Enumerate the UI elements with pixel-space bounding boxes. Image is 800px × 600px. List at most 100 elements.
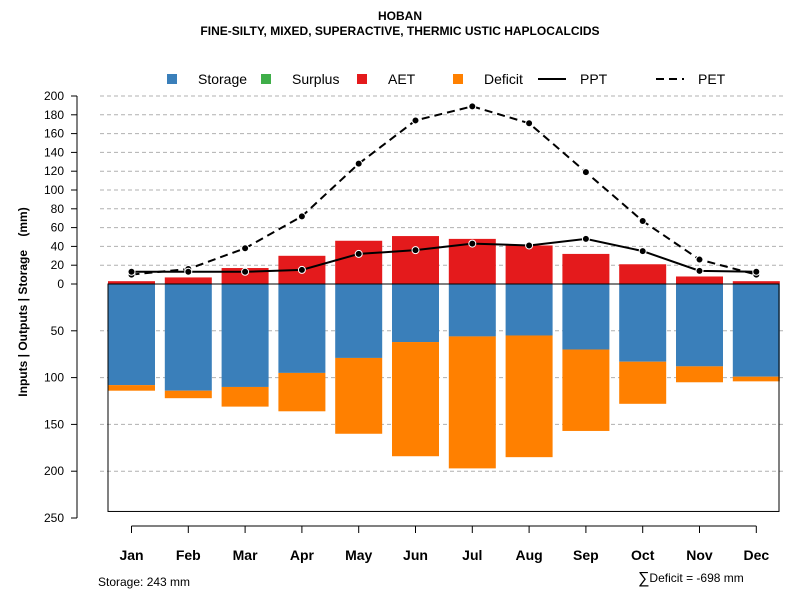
deficit-total: Deficit = -698 mm: [649, 571, 744, 585]
storage-bar: [448, 284, 496, 337]
storage-bar: [164, 284, 212, 391]
y-tick-label: 100: [44, 371, 64, 385]
chart-title: HOBAN: [378, 9, 422, 23]
y-tick-label: 180: [44, 108, 64, 122]
legend-label-surplus: Surplus: [292, 71, 339, 87]
storage-bar: [676, 284, 723, 367]
deficit-bar: [278, 372, 326, 412]
pet-point: [241, 244, 250, 253]
y-tick-label: 100: [44, 183, 64, 197]
deficit-note: ∑Deficit = -698 mm: [638, 570, 744, 588]
ppt-point: [354, 249, 363, 258]
deficit-bar: [676, 366, 723, 383]
x-tick-label: Apr: [290, 547, 315, 563]
ppt-point: [525, 241, 534, 250]
pet-point: [468, 102, 477, 111]
storage-bar: [505, 284, 553, 336]
axes: 0 20 40 60 80 100 120 140 160 180 200 50 100 150 200 25…: [44, 89, 780, 563]
x-tick-label: Feb: [176, 547, 201, 563]
legend-swatch-surplus: [261, 74, 271, 84]
pet-point: [525, 119, 534, 128]
ppt-point: [241, 267, 250, 276]
aet-bar: [335, 240, 383, 284]
pet-point: [411, 116, 420, 125]
storage-bar: [335, 284, 383, 358]
legend-swatch-aet: [357, 74, 367, 84]
ppt-point: [581, 234, 590, 243]
y-tick-label: 160: [44, 127, 64, 141]
aet-bar: [108, 281, 155, 284]
storage-bar: [562, 284, 610, 350]
y-tick-label: 120: [44, 164, 64, 178]
ppt-point: [695, 266, 704, 275]
aet-bar: [619, 264, 667, 284]
y-tick-label: 20: [51, 258, 65, 272]
ppt-point: [411, 246, 420, 255]
x-tick-label: Dec: [743, 547, 769, 563]
storage-note: Storage: 243 mm: [98, 575, 191, 589]
y-tick-label: 200: [44, 89, 64, 103]
deficit-bar: [164, 390, 212, 399]
bars: [108, 236, 780, 469]
pet-point: [695, 255, 704, 264]
ppt-point: [297, 265, 306, 274]
y-tick-label: 150: [44, 417, 64, 431]
legend-swatch-storage: [167, 74, 177, 84]
x-tick-label: Oct: [631, 547, 655, 563]
legend-label-ppt: PPT: [580, 71, 608, 87]
y-tick-label: 200: [44, 464, 64, 478]
aet-bar: [732, 281, 780, 284]
deficit-bar: [732, 376, 780, 382]
deficit-bar: [392, 342, 439, 457]
y-tick-label: 60: [51, 221, 65, 235]
x-tick-label: Jul: [462, 547, 482, 563]
x-tick-label: Mar: [233, 547, 258, 563]
y-tick-label: 50: [51, 324, 65, 338]
ppt-point: [184, 267, 193, 276]
legend: Storage Surplus AET Deficit PPT PET: [167, 71, 726, 87]
ppt-point: [127, 267, 136, 276]
deficit-bar: [335, 357, 383, 434]
deficit-bar: [221, 386, 269, 407]
x-tick-label: Jun: [403, 547, 428, 563]
deficit-bar: [619, 361, 667, 404]
ppt-line: [131, 237, 757, 273]
x-tick-label: Aug: [515, 547, 542, 563]
ppt-point: [468, 239, 477, 248]
y-tick-label: 40: [51, 239, 65, 253]
x-tick-label: Jan: [119, 547, 143, 563]
deficit-bar: [108, 385, 155, 391]
deficit-bar: [562, 349, 610, 431]
pet-point: [297, 212, 306, 221]
pet-point: [581, 168, 590, 177]
pet-point: [354, 159, 363, 168]
aet-bar: [164, 277, 212, 284]
legend-label-pet: PET: [698, 71, 726, 87]
aet-bar: [562, 253, 610, 284]
storage-bar: [221, 284, 269, 387]
sigma-symbol: ∑: [638, 570, 650, 587]
x-tick-label: Nov: [686, 547, 713, 563]
pet-line: [131, 105, 757, 276]
storage-bar: [392, 284, 439, 343]
ppt-point: [638, 247, 647, 256]
aet-bar: [392, 236, 439, 284]
ppt-point: [752, 267, 761, 276]
y-tick-label: 250: [44, 511, 64, 525]
aet-bar: [505, 245, 553, 284]
y-tick-label: 140: [44, 145, 64, 159]
storage-bar: [278, 284, 326, 373]
legend-label-storage: Storage: [198, 71, 247, 87]
y-tick-label: 0: [57, 277, 64, 291]
storage-bar: [108, 284, 155, 386]
storage-bar: [732, 284, 780, 377]
legend-label-deficit: Deficit: [484, 71, 523, 87]
deficit-bar: [448, 336, 496, 469]
y-axis-label: Inputs | Outputs | Storage (mm): [16, 207, 30, 396]
deficit-bar: [505, 335, 553, 458]
chart-subtitle: FINE-SILTY, MIXED, SUPERACTIVE, THERMIC …: [200, 24, 600, 38]
lines: [127, 102, 761, 279]
aet-bar: [676, 276, 723, 284]
x-tick-label: May: [345, 547, 372, 563]
